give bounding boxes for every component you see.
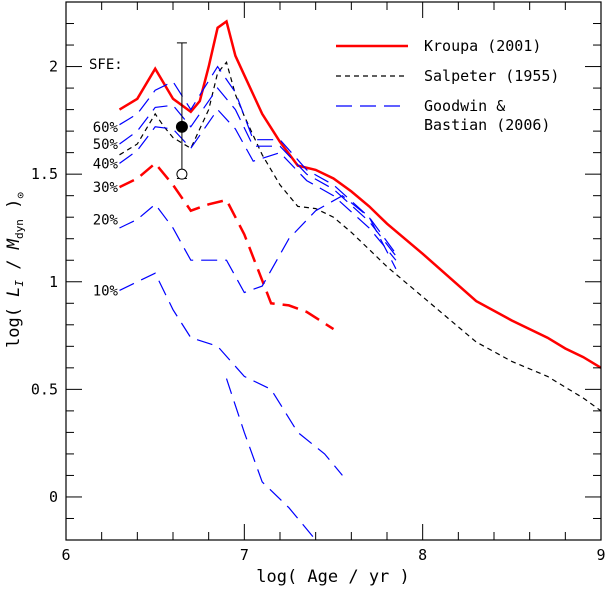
y-tick-label: 0.5 bbox=[31, 380, 58, 398]
plot-frame bbox=[65, 1, 602, 541]
sfe-label: 10% bbox=[93, 283, 119, 299]
y-axis-label-prefix: log( bbox=[4, 297, 24, 348]
series-sfe-10-line bbox=[119, 272, 343, 476]
x-tick-label: 8 bbox=[418, 546, 427, 564]
y-tick-label: 1 bbox=[49, 273, 58, 291]
sfe-label: 40% bbox=[93, 156, 119, 172]
series-layer bbox=[118, 19, 601, 540]
y-axis-label-M-sub: dyn bbox=[13, 219, 26, 239]
series-sfe-60-line bbox=[119, 65, 397, 255]
axis-ticks bbox=[65, 1, 602, 541]
series-sfe-40-line bbox=[119, 108, 397, 261]
y-tick-label: 2 bbox=[49, 58, 58, 76]
sfe-labels: 60%50% 40% 30% 20% 10% bbox=[93, 120, 119, 300]
y-axis-label-slash: / bbox=[4, 249, 24, 280]
legend: Kroupa (2001) Salpeter (1955) Goodwin &Bas… bbox=[336, 37, 559, 134]
x-axis-label: log( Age / yr ) bbox=[256, 567, 410, 587]
points-layer bbox=[175, 42, 188, 180]
filled-point bbox=[175, 120, 188, 133]
legend-label: Salpeter (1955) bbox=[424, 67, 559, 85]
y-axis-label: log( LI / Mdyn )⊙ bbox=[4, 192, 27, 348]
sfe-title: SFE: bbox=[89, 57, 123, 73]
y-axis-label-L: L bbox=[4, 287, 24, 297]
series-sfe-50-line bbox=[119, 87, 397, 257]
axis-tick-labels: 6 7 8 9 0 0.5 1 1.5 2 bbox=[31, 58, 606, 564]
legend-label: Goodwin & bbox=[424, 97, 505, 115]
open-point bbox=[176, 168, 188, 180]
series-salpeter-line bbox=[119, 61, 601, 412]
x-tick-label: 9 bbox=[596, 546, 605, 564]
y-tick-label: 0 bbox=[49, 488, 58, 506]
legend-label: Bastian (2006) bbox=[424, 116, 550, 134]
x-tick-label: 6 bbox=[61, 546, 70, 564]
y-axis-label-suffix: ) bbox=[4, 199, 24, 219]
y-axis-label-M: M bbox=[4, 238, 24, 250]
sfe-label: 30% bbox=[93, 180, 119, 196]
sfe-label: 20% bbox=[93, 212, 119, 228]
y-axis-label-L-sub: I bbox=[13, 280, 26, 287]
series-sfe-10-low-line bbox=[225, 378, 317, 540]
series-kroupa-line bbox=[118, 19, 601, 369]
legend-label: Kroupa (2001) bbox=[424, 37, 541, 55]
series-sfe-20-line bbox=[119, 194, 397, 294]
sfe-label: 60% bbox=[93, 120, 119, 136]
series-sfe-30-line bbox=[118, 161, 335, 331]
sfe-label: 50% bbox=[93, 137, 119, 153]
plot-border bbox=[65, 1, 602, 541]
y-tick-label: 1.5 bbox=[31, 165, 58, 183]
x-tick-label: 7 bbox=[240, 546, 249, 564]
y-axis-label-sun-sub: ⊙ bbox=[14, 192, 27, 199]
